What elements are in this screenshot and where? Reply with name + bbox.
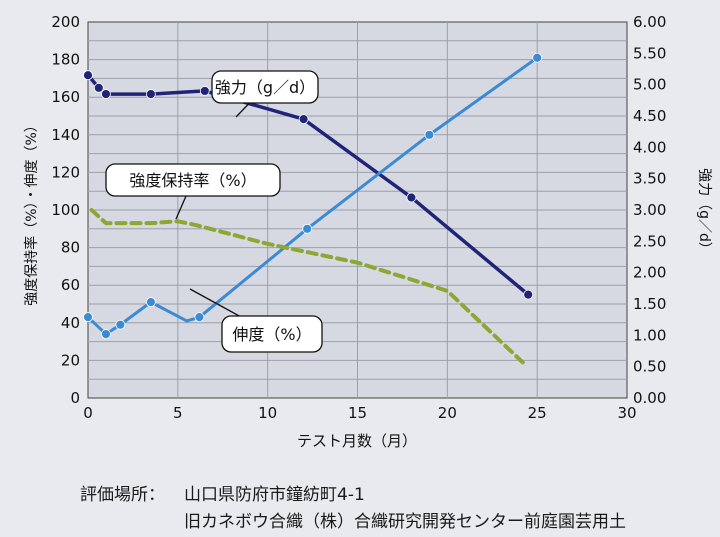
- annotation-box: [211, 70, 319, 104]
- data-point-1: [424, 129, 435, 140]
- y-right-tick-label: 5.00: [633, 76, 666, 94]
- evaluation-location: 評価場所： 山口県防府市鐘紡町4-1: [0, 480, 720, 505]
- annotation-label: 伸度（%）: [232, 325, 311, 344]
- y-right-tick-label: 0.00: [633, 389, 666, 407]
- y-right-tick-label: 2.50: [633, 232, 666, 250]
- data-point-1: [83, 312, 93, 323]
- y-right-tick-label: 2.00: [633, 264, 666, 282]
- data-point-0: [93, 82, 104, 93]
- x-tick-label: 0: [83, 404, 93, 422]
- tick-labels: 0 5 10 15 20 25 30 0 20 40 60 80 100 120 140 160 180 200 0…: [51, 13, 666, 422]
- x-tick-label: 10: [258, 404, 277, 422]
- chart: 0 5 10 15 20 25 30 0 20 40 60 80 100 120 140 160 180 200 0…: [23, 13, 712, 450]
- y-right-tick-label: 5.50: [633, 44, 666, 62]
- x-axis-label: テスト月数（月）: [297, 432, 417, 450]
- series-line-1: [86, 56, 539, 336]
- data-point-1: [101, 329, 111, 339]
- y-left-tick-label: 80: [61, 239, 80, 257]
- y-right-tick-label: 3.00: [633, 201, 666, 219]
- y-left-tick-label: 0: [70, 389, 80, 407]
- data-point-0: [406, 192, 417, 203]
- data-point-1: [194, 312, 205, 323]
- data-point-0: [83, 70, 93, 81]
- annotation-label: 強度保持率（%）: [129, 171, 256, 190]
- y-left-tick-label: 60: [61, 276, 80, 294]
- y-right-tick-label: 4.50: [633, 107, 666, 125]
- y-axis-left-label: 強度保持率（%）・伸度（%）: [23, 118, 40, 306]
- x-tick-label: 20: [438, 404, 457, 422]
- evaluation-location-label: 評価場所：: [80, 485, 165, 505]
- y-left-tick-label: 20: [61, 351, 80, 369]
- y-right-tick-label: 1.00: [633, 326, 666, 344]
- x-tick-label: 30: [617, 404, 636, 422]
- y-left-tick-label: 120: [51, 163, 80, 181]
- evaluation-location-detail: 旧カネボウ合織（株）合織研究開発センター前庭園芸用土: [184, 512, 626, 532]
- annotation-label: 強力（g／d）: [215, 78, 315, 97]
- data-point-1: [145, 297, 156, 308]
- data-point-0: [145, 89, 156, 99]
- annotations: 強力（g／d） 強度保持率（%） 伸度（%）: [105, 70, 323, 353]
- x-tick-label: 15: [348, 404, 367, 422]
- grid: [88, 22, 627, 398]
- data-point-1: [532, 52, 543, 63]
- data-point-0: [298, 114, 309, 125]
- annotation-box: [105, 163, 281, 197]
- x-tick-label: 25: [528, 404, 547, 422]
- data-point-1: [115, 319, 126, 330]
- series-lines: [83, 52, 543, 367]
- data-point-0: [199, 86, 210, 96]
- y-right-tick-label: 1.50: [633, 295, 666, 313]
- evaluation-location-value: 山口県防府市鐘紡町4-1: [184, 485, 365, 505]
- y-left-tick-label: 140: [51, 126, 80, 144]
- x-tick-label: 5: [173, 404, 183, 422]
- y-left-tick-label: 40: [61, 314, 80, 332]
- annotation-box: [221, 315, 323, 353]
- y-left-tick-label: 160: [51, 88, 80, 106]
- y-left-tick-label: 200: [51, 13, 80, 31]
- y-left-tick-label: 100: [51, 201, 80, 219]
- data-point-1: [302, 223, 313, 234]
- data-point-0: [523, 289, 534, 300]
- y-right-tick-label: 6.00: [633, 13, 666, 31]
- data-point-0: [101, 89, 111, 99]
- y-left-tick-label: 180: [51, 51, 80, 69]
- y-right-tick-label: 3.50: [633, 170, 666, 188]
- y-right-tick-label: 0.50: [633, 358, 666, 376]
- y-right-tick-label: 4.00: [633, 138, 666, 156]
- series-line-2: [89, 208, 527, 367]
- y-axis-right-label: 強力（g／d）: [696, 168, 712, 256]
